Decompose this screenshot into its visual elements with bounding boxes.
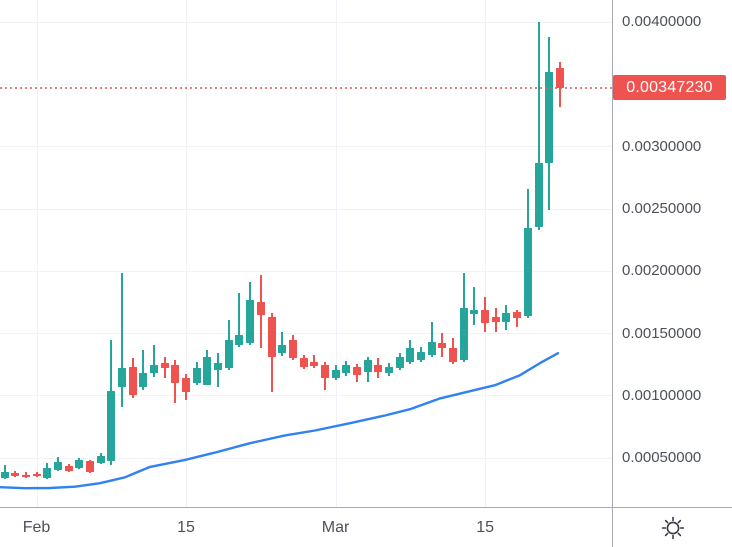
candle-body [545, 72, 554, 164]
candle-body [288, 340, 297, 359]
candle-wick [281, 332, 284, 357]
candle-wick [516, 310, 519, 328]
candle-body [160, 363, 169, 369]
horizontal-gridline [0, 395, 612, 397]
candle-body [182, 378, 191, 393]
price-axis-label: 0.00250000 [622, 200, 702, 217]
candle-body [267, 317, 276, 358]
last-price-dotted-line [0, 86, 612, 89]
candle-body [128, 367, 137, 396]
candle-body [352, 367, 361, 376]
time-axis-label: Mar [321, 519, 350, 536]
candle-body [470, 310, 479, 315]
candle-body [417, 352, 426, 361]
price-axis-label: 0.00300000 [622, 137, 702, 155]
candle-body [406, 348, 415, 363]
candle-body [427, 342, 436, 356]
candle-body [235, 335, 244, 346]
time-axis-border [0, 507, 732, 508]
horizontal-gridline [0, 333, 612, 335]
candle-body [534, 163, 543, 228]
candle-body [107, 391, 116, 462]
candle-wick [313, 355, 316, 369]
candle-wick [120, 273, 123, 408]
candle-wick [473, 287, 476, 326]
candle-wick [24, 472, 27, 479]
candle-body [459, 308, 468, 361]
candle-body [374, 365, 383, 373]
moving-average-line [0, 352, 560, 490]
sun-icon [661, 516, 684, 539]
candle-body [75, 460, 84, 469]
candle-body [256, 302, 265, 316]
candle-body [513, 312, 522, 319]
candle-body [278, 345, 287, 354]
horizontal-gridline [0, 146, 612, 148]
candle-body [449, 348, 458, 363]
time-axis-label: 15 [177, 519, 195, 536]
time-axis-label: Feb [22, 519, 51, 536]
candle-body [203, 357, 212, 386]
candle-body [0, 471, 9, 479]
candle-body [96, 456, 105, 464]
candle-body [139, 373, 148, 388]
horizontal-gridline [0, 270, 612, 272]
candle-wick [238, 293, 241, 348]
candle-body [21, 475, 30, 478]
price-axis-label: 0.00200000 [622, 262, 702, 280]
last-price-label: 0.00347230 [613, 75, 726, 101]
candle-body [246, 300, 255, 344]
candle-body [192, 368, 201, 384]
price-axis-label: 0.00150000 [622, 324, 702, 342]
time-axis[interactable]: Feb 15 Mar 15 [0, 508, 612, 547]
candle-body [171, 365, 180, 384]
candle-body [310, 362, 319, 367]
candle-wick [430, 322, 433, 358]
vertical-gridline [336, 0, 337, 507]
candle-body [224, 340, 233, 369]
candle-wick [142, 350, 145, 391]
theme-toggle-button[interactable] [613, 508, 732, 547]
candle-wick [153, 345, 156, 378]
candle-body [363, 360, 372, 373]
candle-body [11, 473, 20, 477]
horizontal-gridline [0, 457, 612, 459]
candle-body [32, 474, 41, 477]
candle-body [214, 363, 223, 371]
chart-plot-area[interactable] [0, 0, 612, 507]
candle-body [85, 461, 94, 473]
price-axis-label: 0.00100000 [622, 386, 702, 404]
candle-wick [537, 22, 540, 231]
horizontal-gridline [0, 208, 612, 210]
price-axis-label: 0.00400000 [622, 13, 702, 31]
horizontal-gridline [0, 21, 612, 23]
candle-body [384, 367, 393, 374]
candle-wick [217, 353, 220, 388]
vertical-gridline [186, 0, 187, 507]
candle-body [43, 468, 52, 479]
vertical-gridline [37, 0, 38, 507]
candle-body [64, 466, 73, 472]
candle-body [299, 358, 308, 368]
price-axis[interactable]: 0.00347230 0.00400000 0.00300000 0.0025000… [613, 0, 732, 507]
candle-body [150, 365, 159, 374]
vertical-gridline [485, 0, 486, 507]
candle-body [320, 365, 329, 379]
candle-body [491, 317, 500, 323]
candle-body [342, 365, 351, 374]
candle-body [117, 368, 126, 388]
price-axis-border [612, 0, 613, 547]
candle-body [438, 343, 447, 349]
candle-body [481, 310, 490, 324]
candle-body [53, 462, 62, 471]
price-axis-label: 0.00050000 [622, 449, 702, 467]
candle-body [555, 68, 564, 88]
candle-body [395, 357, 404, 369]
time-axis-label: 15 [476, 519, 494, 536]
candle-body [502, 313, 511, 323]
horizontal-gridline [0, 83, 612, 85]
candle-body [331, 370, 340, 379]
candle-body [523, 228, 532, 317]
